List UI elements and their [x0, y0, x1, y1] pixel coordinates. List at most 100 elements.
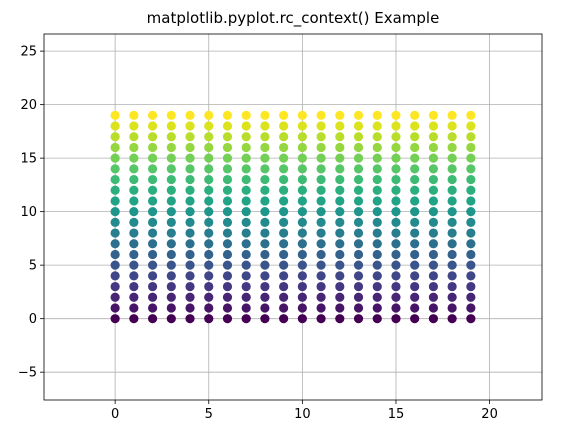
- scatter-point: [110, 207, 120, 217]
- scatter-point: [147, 132, 158, 142]
- scatter-point: [391, 239, 401, 249]
- scatter-point: [185, 239, 195, 249]
- scatter-point: [466, 196, 476, 206]
- scatter-point: [166, 207, 176, 217]
- scatter-point: [466, 207, 476, 217]
- scatter-point: [428, 271, 439, 281]
- scatter-point: [428, 314, 439, 324]
- scatter-point: [260, 196, 270, 206]
- scatter-point: [147, 185, 158, 195]
- scatter-point: [222, 292, 233, 302]
- scatter-point: [297, 217, 307, 227]
- scatter-point: [353, 292, 364, 302]
- scatter-point: [185, 132, 195, 142]
- scatter-point: [447, 185, 457, 195]
- scatter-point: [241, 121, 251, 131]
- scatter-point: [316, 207, 326, 217]
- scatter-point: [166, 164, 176, 174]
- scatter-point: [204, 249, 214, 260]
- scatter-point: [335, 121, 345, 131]
- scatter-point: [372, 228, 382, 238]
- scatter-point: [129, 110, 139, 120]
- scatter-point: [204, 303, 214, 313]
- scatter-point: [447, 217, 457, 227]
- scatter-point: [185, 110, 195, 120]
- scatter-point: [353, 281, 364, 292]
- scatter-point: [110, 153, 120, 163]
- scatter-point: [260, 153, 270, 163]
- scatter-point: [353, 121, 364, 131]
- scatter-point: [279, 174, 289, 185]
- scatter-point: [260, 185, 270, 195]
- scatter-point: [353, 196, 364, 206]
- scatter-point: [185, 174, 195, 185]
- scatter-point: [316, 292, 326, 302]
- scatter-point: [391, 207, 401, 217]
- scatter-point: [372, 271, 382, 281]
- scatter-point: [260, 292, 270, 302]
- scatter-point: [428, 164, 439, 174]
- scatter-point: [279, 153, 289, 163]
- scatter-point: [110, 314, 120, 324]
- scatter-point: [391, 153, 401, 163]
- scatter-point: [279, 207, 289, 217]
- scatter-point: [166, 185, 176, 195]
- scatter-point: [316, 281, 326, 292]
- scatter-point: [147, 303, 158, 313]
- scatter-point: [335, 217, 345, 227]
- scatter-point: [166, 271, 176, 281]
- scatter-point: [241, 292, 251, 302]
- scatter-point: [241, 303, 251, 313]
- scatter-point: [428, 153, 439, 163]
- x-tick-label: 10: [294, 407, 311, 422]
- scatter-point: [316, 174, 326, 185]
- scatter-point: [241, 174, 251, 185]
- scatter-point: [297, 164, 307, 174]
- scatter-point: [297, 314, 307, 324]
- x-tick-label: 0: [111, 407, 119, 422]
- scatter-point: [466, 153, 476, 163]
- scatter-point: [147, 196, 158, 206]
- scatter-point: [316, 196, 326, 206]
- scatter-point: [222, 132, 233, 142]
- scatter-point: [391, 185, 401, 195]
- scatter-point: [241, 185, 251, 195]
- scatter-point: [316, 110, 326, 120]
- scatter-point: [110, 228, 120, 238]
- scatter-point: [372, 260, 382, 270]
- scatter-point: [428, 185, 439, 195]
- scatter-point: [241, 249, 251, 260]
- scatter-point: [204, 121, 214, 131]
- scatter-point: [466, 121, 476, 131]
- scatter-point: [204, 292, 214, 302]
- scatter-point: [222, 260, 233, 270]
- scatter-point: [166, 314, 176, 324]
- scatter-point: [204, 239, 214, 249]
- scatter-point: [410, 142, 420, 153]
- scatter-point: [222, 281, 233, 292]
- scatter-point: [279, 260, 289, 270]
- scatter-point: [129, 228, 139, 238]
- scatter-point: [335, 228, 345, 238]
- scatter-point: [316, 303, 326, 313]
- scatter-point: [222, 153, 233, 163]
- scatter-point: [110, 281, 120, 292]
- scatter-point: [410, 153, 420, 163]
- scatter-point: [410, 281, 420, 292]
- scatter-point: [353, 174, 364, 185]
- scatter-point: [166, 292, 176, 302]
- scatter-point: [297, 271, 307, 281]
- scatter-point: [297, 281, 307, 292]
- scatter-point: [185, 260, 195, 270]
- scatter-point: [110, 303, 120, 313]
- scatter-point: [316, 249, 326, 260]
- scatter-point: [353, 110, 364, 120]
- scatter-point: [372, 153, 382, 163]
- scatter-point: [241, 314, 251, 324]
- scatter-point: [335, 281, 345, 292]
- scatter-point: [297, 260, 307, 270]
- scatter-point: [147, 260, 158, 270]
- scatter-point: [110, 271, 120, 281]
- scatter-point: [391, 164, 401, 174]
- scatter-point: [260, 260, 270, 270]
